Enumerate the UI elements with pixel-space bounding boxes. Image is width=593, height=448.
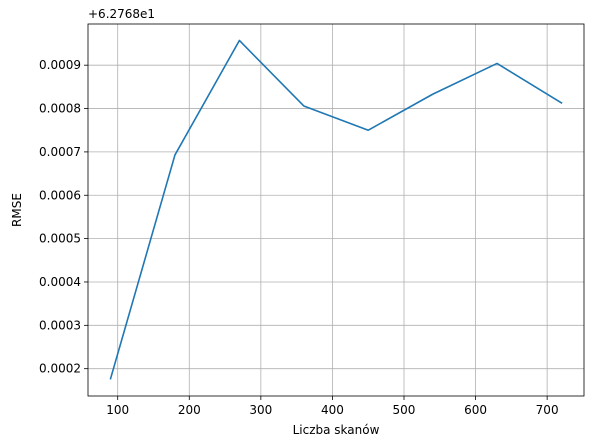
x-tick-label: 100 — [106, 403, 129, 417]
x-axis-label: Liczba skanów — [293, 423, 380, 437]
y-tick-label: 0.0008 — [39, 102, 81, 116]
x-tick-label: 300 — [249, 403, 272, 417]
x-tick-label: 200 — [178, 403, 201, 417]
y-tick-label: 0.0002 — [39, 362, 81, 376]
y-axis-label: RMSE — [10, 193, 24, 227]
series-line — [109, 39, 563, 380]
y-tick-label: 0.0004 — [39, 275, 81, 289]
grid-lines — [88, 24, 584, 396]
x-tick-label: 500 — [393, 403, 416, 417]
x-tick-label: 600 — [464, 403, 487, 417]
x-tick-label: 700 — [536, 403, 559, 417]
x-axis-ticks: 100 200 300 400 500 600 700 — [106, 396, 559, 417]
y-tick-label: 0.0005 — [39, 232, 81, 246]
x-tick-label: 400 — [321, 403, 344, 417]
series-group — [109, 39, 563, 380]
y-axis-ticks: 0.0002 0.0003 0.0004 0.0005 0.0006 0.0007 0.00… — [39, 58, 88, 376]
plot-frame — [87, 23, 585, 397]
y-axis-offset-label: +6.2768e1 — [88, 7, 155, 21]
y-tick-label: 0.0009 — [39, 58, 81, 72]
y-tick-label: 0.0006 — [39, 188, 81, 202]
y-tick-label: 0.0003 — [39, 318, 81, 332]
y-tick-label: 0.0007 — [39, 145, 81, 159]
